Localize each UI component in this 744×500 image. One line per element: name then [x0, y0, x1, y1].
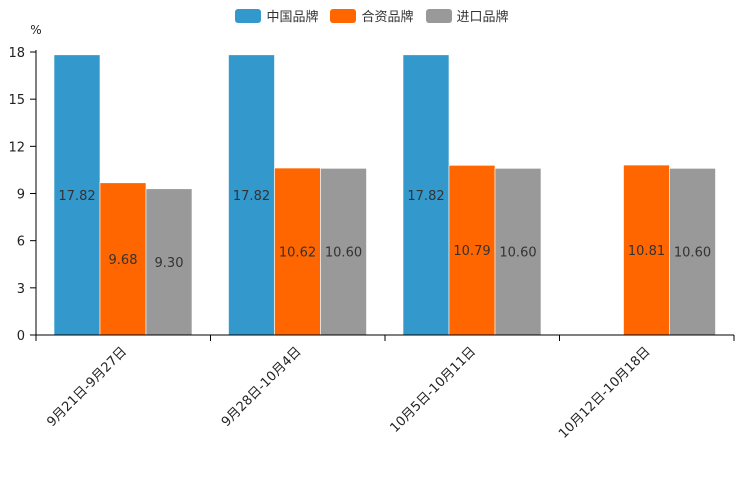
y-tick-label: 3: [17, 282, 25, 297]
bar[interactable]: [448, 165, 496, 336]
bar[interactable]: [99, 182, 147, 336]
axes: [30, 50, 735, 341]
data-label: 10.60: [499, 246, 536, 261]
data-label: 9.68: [109, 253, 138, 268]
bar[interactable]: [53, 54, 101, 336]
legend-swatch-china-brand: [235, 8, 262, 23]
y-tick-label: 6: [17, 235, 25, 250]
bar[interactable]: [145, 188, 193, 336]
y-tick-label: 18: [8, 46, 25, 61]
bar[interactable]: [623, 164, 670, 336]
x-tick-label: 9月21日-9月27日: [44, 344, 130, 430]
data-label: 10.79: [453, 244, 490, 259]
data-label: 17.82: [407, 189, 444, 204]
data-label: 10.62: [279, 246, 316, 261]
x-tick-label: 10月12日-10月18日: [556, 344, 653, 441]
y-tick-label: 15: [8, 93, 25, 108]
x-tick-label: 10月5日-10月11日: [387, 344, 479, 436]
data-labels: 17.82 9.68 9.30 17.82 10.62 10.60 17.82 10.79 10…: [58, 189, 711, 271]
y-axis-unit-label: %: [30, 23, 41, 37]
bar[interactable]: [669, 168, 716, 336]
x-tick-label: 9月28日-10月4日: [219, 344, 305, 430]
legend: 中国品牌 合资品牌 进口品牌: [0, 6, 744, 25]
y-tick-label: 0: [17, 329, 25, 344]
y-tick-labels: 0 3 6 9 12 15 18: [8, 46, 25, 344]
bar[interactable]: [274, 167, 321, 336]
y-tick-label: 9: [17, 188, 25, 203]
data-label: 10.81: [628, 244, 665, 259]
legend-label-imported-brand: 进口品牌: [456, 10, 509, 25]
data-label: 10.60: [325, 246, 362, 261]
x-tick-labels: 9月21日-9月27日 9月28日-10月4日 10月5日-10月11日 10月12日…: [44, 344, 653, 441]
bar[interactable]: [320, 168, 367, 336]
legend-label-joint-venture-brand: 合资品牌: [361, 10, 414, 25]
legend-item-china-brand[interactable]: 中国品牌: [235, 6, 318, 25]
legend-swatch-joint-venture-brand: [330, 8, 357, 23]
data-label: 9.30: [155, 256, 184, 271]
data-label: 17.82: [233, 189, 270, 204]
y-tick-label: 12: [8, 140, 25, 155]
data-label: 10.60: [674, 246, 711, 261]
legend-item-joint-venture-brand[interactable]: 合资品牌: [330, 6, 414, 25]
bar[interactable]: [228, 54, 275, 336]
legend-swatch-imported-brand: [425, 8, 452, 23]
legend-item-imported-brand[interactable]: 进口品牌: [425, 6, 509, 25]
legend-label-china-brand: 中国品牌: [266, 10, 319, 25]
data-label: 17.82: [58, 189, 95, 204]
bars: [53, 54, 716, 336]
